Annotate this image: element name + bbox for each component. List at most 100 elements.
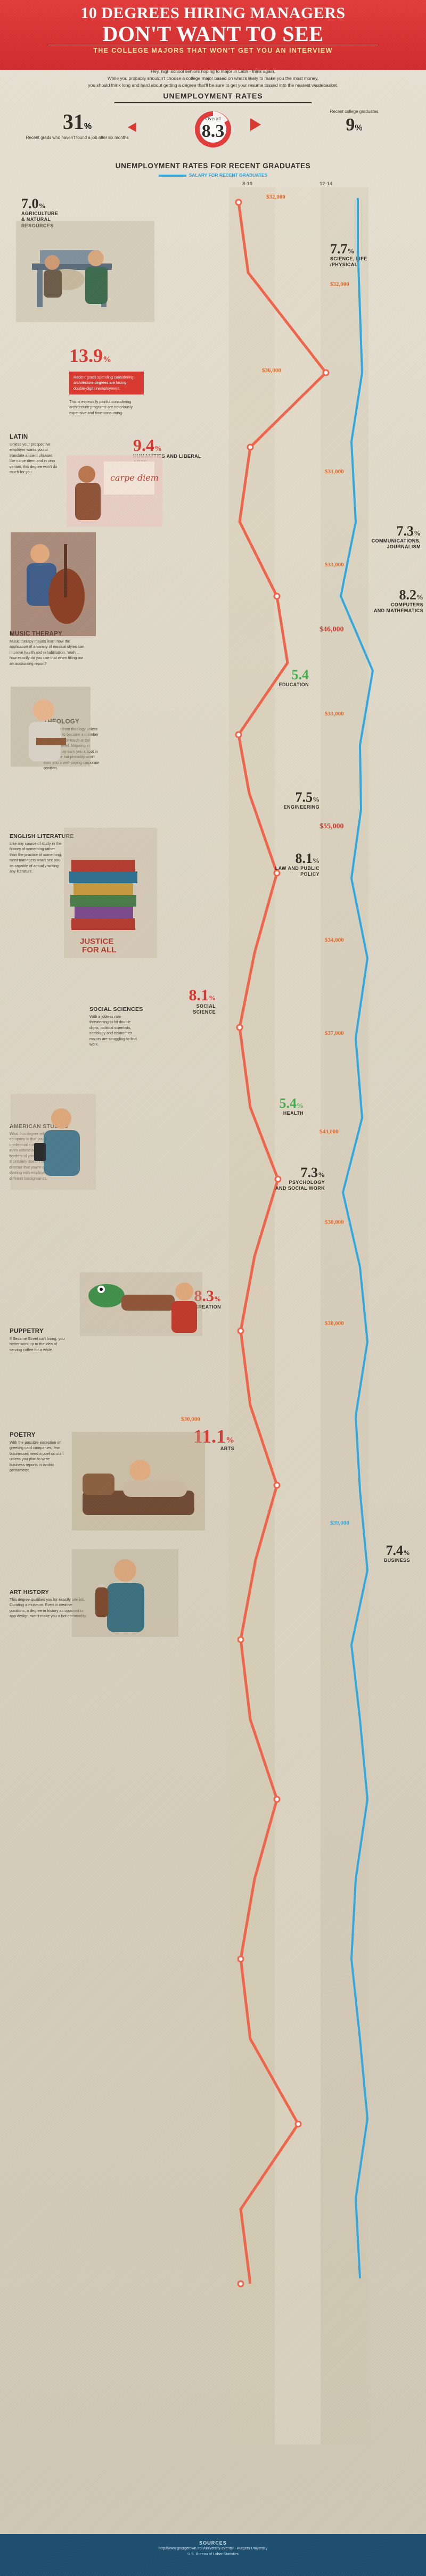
overall-value: 8.3 bbox=[201, 121, 225, 141]
stat-right-caption: Recent college graduates bbox=[330, 109, 379, 114]
story-latin-title: LATIN bbox=[10, 434, 28, 440]
major-architecture-rate: 13.9% bbox=[69, 345, 111, 366]
major-law: 8.1% LAW AND PUBLIC POLICY bbox=[240, 852, 320, 878]
intro-line-2: While you probably shouldn't choose a co… bbox=[107, 75, 319, 81]
major-recreation-rate: 8.3% bbox=[194, 1287, 222, 1305]
intro-line-3: you should think long and hard about get… bbox=[88, 82, 338, 88]
unemployment-section-title: UNEMPLOYMENT RATES bbox=[163, 92, 263, 100]
major-engineering: 7.5% ENGINEERING bbox=[240, 791, 320, 810]
major-social-science-name: SOCIAL SCIENCE bbox=[193, 1003, 216, 1015]
story-latin-body: Unless your prospective employer wants y… bbox=[10, 442, 58, 475]
story-english-literature-body: Like any course of study in the history … bbox=[10, 841, 62, 874]
overall-rate: Overall 8.3 bbox=[160, 105, 266, 142]
story-poetry: POETRY With the possible exception of gr… bbox=[10, 1432, 89, 1474]
major-law-name: LAW AND PUBLIC POLICY bbox=[275, 866, 320, 877]
major-psychology-rate: 7.3% bbox=[300, 1165, 325, 1180]
story-music-therapy-body: Music therapy majors learn how the appli… bbox=[10, 639, 84, 666]
story-social-sciences: SOCIAL SCIENCES With a jobless rate thre… bbox=[89, 1006, 169, 1048]
overall-label: Overall bbox=[205, 116, 221, 121]
axis-tick-1: 12-14 bbox=[320, 181, 333, 187]
major-social-science: 8.1% SOCIAL SCIENCE bbox=[141, 987, 216, 1016]
story-puppetry: PUPPETRY If Sesame Street isn't hiring, … bbox=[10, 1328, 89, 1353]
page-title-line1: 10 DEGREES HIRING MANAGERS bbox=[80, 4, 346, 22]
major-computers-rate: 8.2% bbox=[399, 587, 424, 603]
overall-pie-chart bbox=[176, 106, 250, 152]
story-english-literature-title: ENGLISH LITERATURE bbox=[10, 833, 74, 840]
major-science-name: SCIENCE, LIFE /PHYSICAL bbox=[330, 256, 367, 268]
svg-text:carpe diem: carpe diem bbox=[110, 473, 159, 483]
salary-education: $33,000 bbox=[325, 711, 344, 717]
architecture-note-line1: Recent grads spending considering archit… bbox=[73, 375, 134, 391]
salary-engineering: $55,000 bbox=[320, 822, 344, 830]
major-health: 5.4% HEALTH bbox=[234, 1097, 304, 1116]
svg-text:FOR ALL: FOR ALL bbox=[82, 945, 116, 954]
major-agriculture-name: AGRICULTURE & NATURAL RESOURCES bbox=[21, 211, 59, 228]
salary-business: $39,000 bbox=[330, 1520, 349, 1526]
major-psychology-name: PSYCHOLOGY AND SOCIAL WORK bbox=[275, 1180, 325, 1191]
major-psychology: 7.3% PSYCHOLOGY AND SOCIAL WORK bbox=[240, 1166, 325, 1192]
story-poetry-body: With the possible exception of greeting … bbox=[10, 1440, 64, 1473]
left-arrow-icon bbox=[128, 122, 136, 132]
footer-source-1: http://www.georgetown.edu/university-eve… bbox=[158, 2547, 268, 2550]
chart-band-a bbox=[229, 187, 275, 2445]
major-communications-rate: 7.3% bbox=[396, 523, 421, 539]
major-science: 7.7% SCIENCE, LIFE /PHYSICAL bbox=[330, 242, 415, 268]
illustration-architect bbox=[16, 221, 154, 322]
major-humanities-rate: 9.4% bbox=[133, 435, 162, 455]
chart-axis-ticks: 8-10 12-14 bbox=[0, 181, 426, 188]
story-puppetry-title: PUPPETRY bbox=[10, 1328, 44, 1335]
salary-science: $32,000 bbox=[330, 281, 349, 287]
footer-source-2: U.S. Bureau of Labor Statistics bbox=[187, 2553, 239, 2557]
salary-communications: $33,000 bbox=[325, 562, 344, 568]
story-puppetry-body: If Sesame Street isn't hiring, you bette… bbox=[10, 1336, 65, 1352]
major-computers: 8.2% COMPUTERS AND MATHEMATICS bbox=[330, 588, 423, 614]
illustration-student-backpack bbox=[72, 1549, 178, 1637]
footer: SOURCES http://www.georgetown.edu/univer… bbox=[0, 2534, 426, 2576]
salary-agriculture: $32,000 bbox=[266, 194, 285, 200]
major-recreation: 8.3% RECREATION bbox=[141, 1288, 221, 1310]
story-social-sciences-title: SOCIAL SCIENCES bbox=[89, 1006, 143, 1013]
chart-legend: SALARY FOR RECENT GRADUATES bbox=[0, 172, 426, 178]
major-computers-name: COMPUTERS AND MATHEMATICS bbox=[373, 602, 423, 614]
chart-section-title: UNEMPLOYMENT RATES FOR RECENT GRADUATES bbox=[115, 162, 311, 170]
major-engineering-rate: 7.5% bbox=[295, 789, 320, 805]
major-education: 5.4 EDUCATION bbox=[234, 668, 309, 688]
salary-psychology: $30,000 bbox=[325, 1219, 344, 1225]
major-communications-name: COMMUNICATIONS, JOURNALISM bbox=[371, 538, 421, 550]
major-education-rate: 5.4 bbox=[291, 667, 309, 682]
stat-left-percent: % bbox=[84, 122, 92, 131]
story-social-sciences-body: With a jobless rate threatening to hit d… bbox=[89, 1014, 137, 1047]
salary-humanities: $31,000 bbox=[325, 468, 344, 475]
stat-recent-grads-no-job: 31% Recent grads who haven't found a job… bbox=[21, 109, 133, 141]
stat-right-percent: % bbox=[355, 123, 363, 133]
chart-band-b bbox=[275, 187, 321, 2445]
salary-law: $34,000 bbox=[325, 937, 344, 943]
illustration-theology-student bbox=[11, 687, 91, 767]
architecture-note: Recent grads spending considering archit… bbox=[69, 372, 144, 395]
story-english-literature: ENGLISH LITERATURE Like any course of st… bbox=[10, 833, 89, 875]
header-banner: 10 DEGREES HIRING MANAGERS DON'T WANT TO… bbox=[0, 0, 426, 70]
architecture-note-2: This is especially painful considering a… bbox=[69, 399, 146, 416]
major-health-name: HEALTH bbox=[283, 1110, 304, 1116]
major-health-rate: 5.4% bbox=[279, 1096, 304, 1111]
stat-left-value: 31 bbox=[62, 110, 84, 134]
salary-health: $43,000 bbox=[320, 1129, 339, 1135]
story-art-history-body: This degree qualifies you for exactly on… bbox=[10, 1597, 87, 1619]
story-art-history: ART HISTORY This degree qualifies you fo… bbox=[10, 1589, 89, 1619]
illustration-puppet bbox=[80, 1272, 202, 1336]
major-arts-rate: 11.1% bbox=[193, 1426, 234, 1447]
page-subtitle: THE COLLEGE MAJORS THAT WON'T GET YOU AN… bbox=[93, 47, 333, 54]
svg-text:JUSTICE: JUSTICE bbox=[80, 937, 113, 946]
stat-right-value: 9 bbox=[346, 114, 355, 135]
story-american-studies: AMERICAN STUDIES What this degree tells … bbox=[10, 1123, 89, 1181]
legend-label-salary: SALARY FOR RECENT GRADUATES bbox=[189, 172, 268, 178]
illustration-phone-user bbox=[11, 1094, 96, 1190]
story-american-studies-title: AMERICAN STUDIES bbox=[10, 1123, 68, 1130]
major-education-name: EDUCATION bbox=[278, 682, 309, 687]
major-engineering-name: ENGINEERING bbox=[283, 804, 320, 810]
major-business: 7.4% BUSINESS bbox=[330, 1544, 410, 1563]
story-theology: THEOLOGY Stay away from theology unless … bbox=[44, 719, 124, 771]
major-arts-name: ARTS bbox=[220, 1446, 234, 1451]
major-recreation-name: RECREATION bbox=[187, 1304, 221, 1310]
